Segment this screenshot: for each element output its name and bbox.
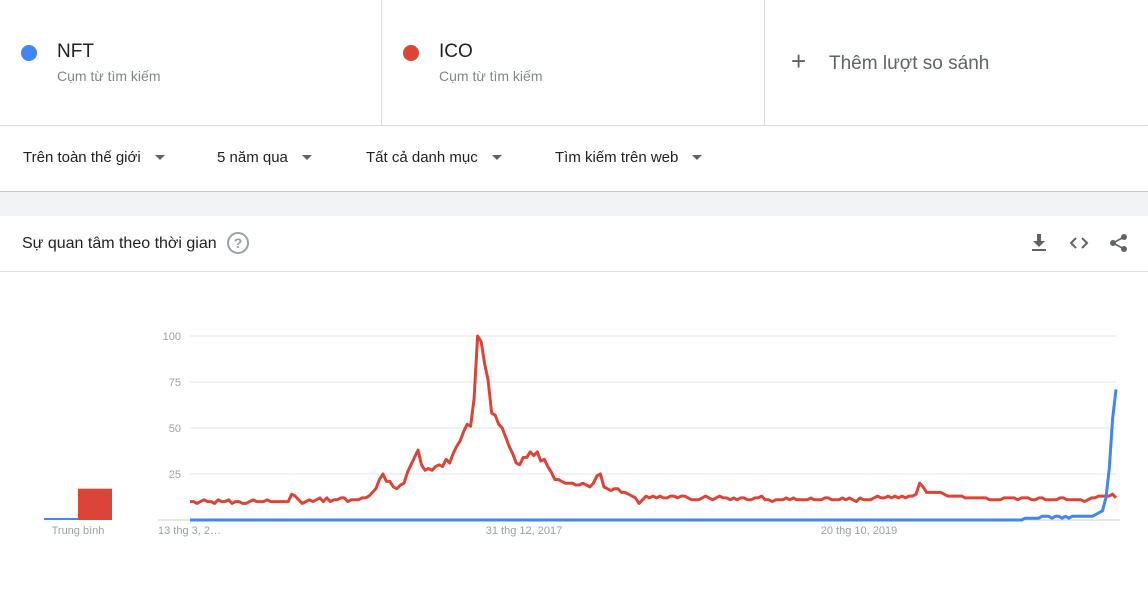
- embed-button[interactable]: [1068, 232, 1090, 254]
- term-name: ICO: [439, 41, 473, 62]
- region-filter-label: Trên toàn thế giới: [23, 149, 141, 166]
- time-filter-label: 5 năm qua: [217, 149, 288, 166]
- x-tick-label: 13 thg 3, 2…: [158, 525, 221, 537]
- series-color-dot-nft: [21, 45, 37, 61]
- term-name: NFT: [57, 41, 94, 62]
- add-comparison-button[interactable]: + Thêm lượt so sánh: [765, 0, 1148, 125]
- category-filter-label: Tất cả danh mục: [366, 149, 478, 166]
- caret-down-icon: [301, 154, 312, 160]
- caret-down-icon: [491, 154, 502, 160]
- y-tick-label: 100: [163, 331, 181, 343]
- term-card-nft[interactable]: NFT Cụm từ tìm kiếm: [0, 0, 382, 125]
- section-gap: [0, 192, 1148, 216]
- average-label: Trung bình: [52, 525, 105, 537]
- card-actions: [1028, 232, 1130, 254]
- search-type-filter-dropdown[interactable]: Tìm kiếm trên web: [555, 149, 703, 166]
- interest-over-time-card: Sự quan tâm theo thời gian ? 100 75 50 25 13…: [0, 216, 1148, 605]
- filter-bar: Trên toàn thế giới 5 năm qua Tất cả danh…: [0, 127, 1148, 192]
- average-bar-ico: [78, 488, 112, 520]
- card-title: Sự quan tâm theo thời gian: [22, 235, 217, 252]
- y-tick-label: 50: [169, 423, 181, 435]
- term-card-ico[interactable]: ICO Cụm từ tìm kiếm: [382, 0, 765, 125]
- region-filter-dropdown[interactable]: Trên toàn thế giới: [23, 149, 165, 166]
- series-line-ico: [190, 334, 1118, 505]
- share-button[interactable]: [1108, 232, 1130, 254]
- search-type-filter-label: Tìm kiếm trên web: [555, 149, 679, 166]
- share-icon: [1110, 234, 1127, 252]
- caret-down-icon: [692, 154, 703, 160]
- download-button[interactable]: [1028, 232, 1050, 254]
- y-tick-label: 75: [169, 377, 181, 389]
- series-color-dot-ico: [403, 45, 419, 61]
- help-circle-icon[interactable]: ?: [227, 232, 249, 254]
- compare-bar: NFT Cụm từ tìm kiếm ICO Cụm từ tìm kiếm …: [0, 0, 1148, 126]
- card-divider: [0, 271, 1148, 272]
- interest-chart[interactable]: 100 75 50 25 13 thg 3, 2… 31 thg 12, 2017 20 t…: [0, 216, 1148, 605]
- y-tick-label: 25: [169, 469, 181, 481]
- term-type: Cụm từ tìm kiếm: [439, 68, 543, 84]
- caret-down-icon: [154, 154, 165, 160]
- plus-icon: +: [791, 46, 807, 76]
- download-icon: [1032, 234, 1046, 251]
- add-comparison-label: Thêm lượt so sánh: [829, 53, 990, 74]
- term-type: Cụm từ tìm kiếm: [57, 68, 161, 84]
- embed-icon: [1069, 237, 1089, 249]
- series-line-nft: [190, 389, 1118, 522]
- x-tick-label: 20 thg 10, 2019: [821, 525, 897, 537]
- category-filter-dropdown[interactable]: Tất cả danh mục: [366, 149, 502, 166]
- time-filter-dropdown[interactable]: 5 năm qua: [217, 149, 312, 166]
- average-bar-nft: [44, 518, 78, 520]
- x-tick-label: 31 thg 12, 2017: [486, 525, 562, 537]
